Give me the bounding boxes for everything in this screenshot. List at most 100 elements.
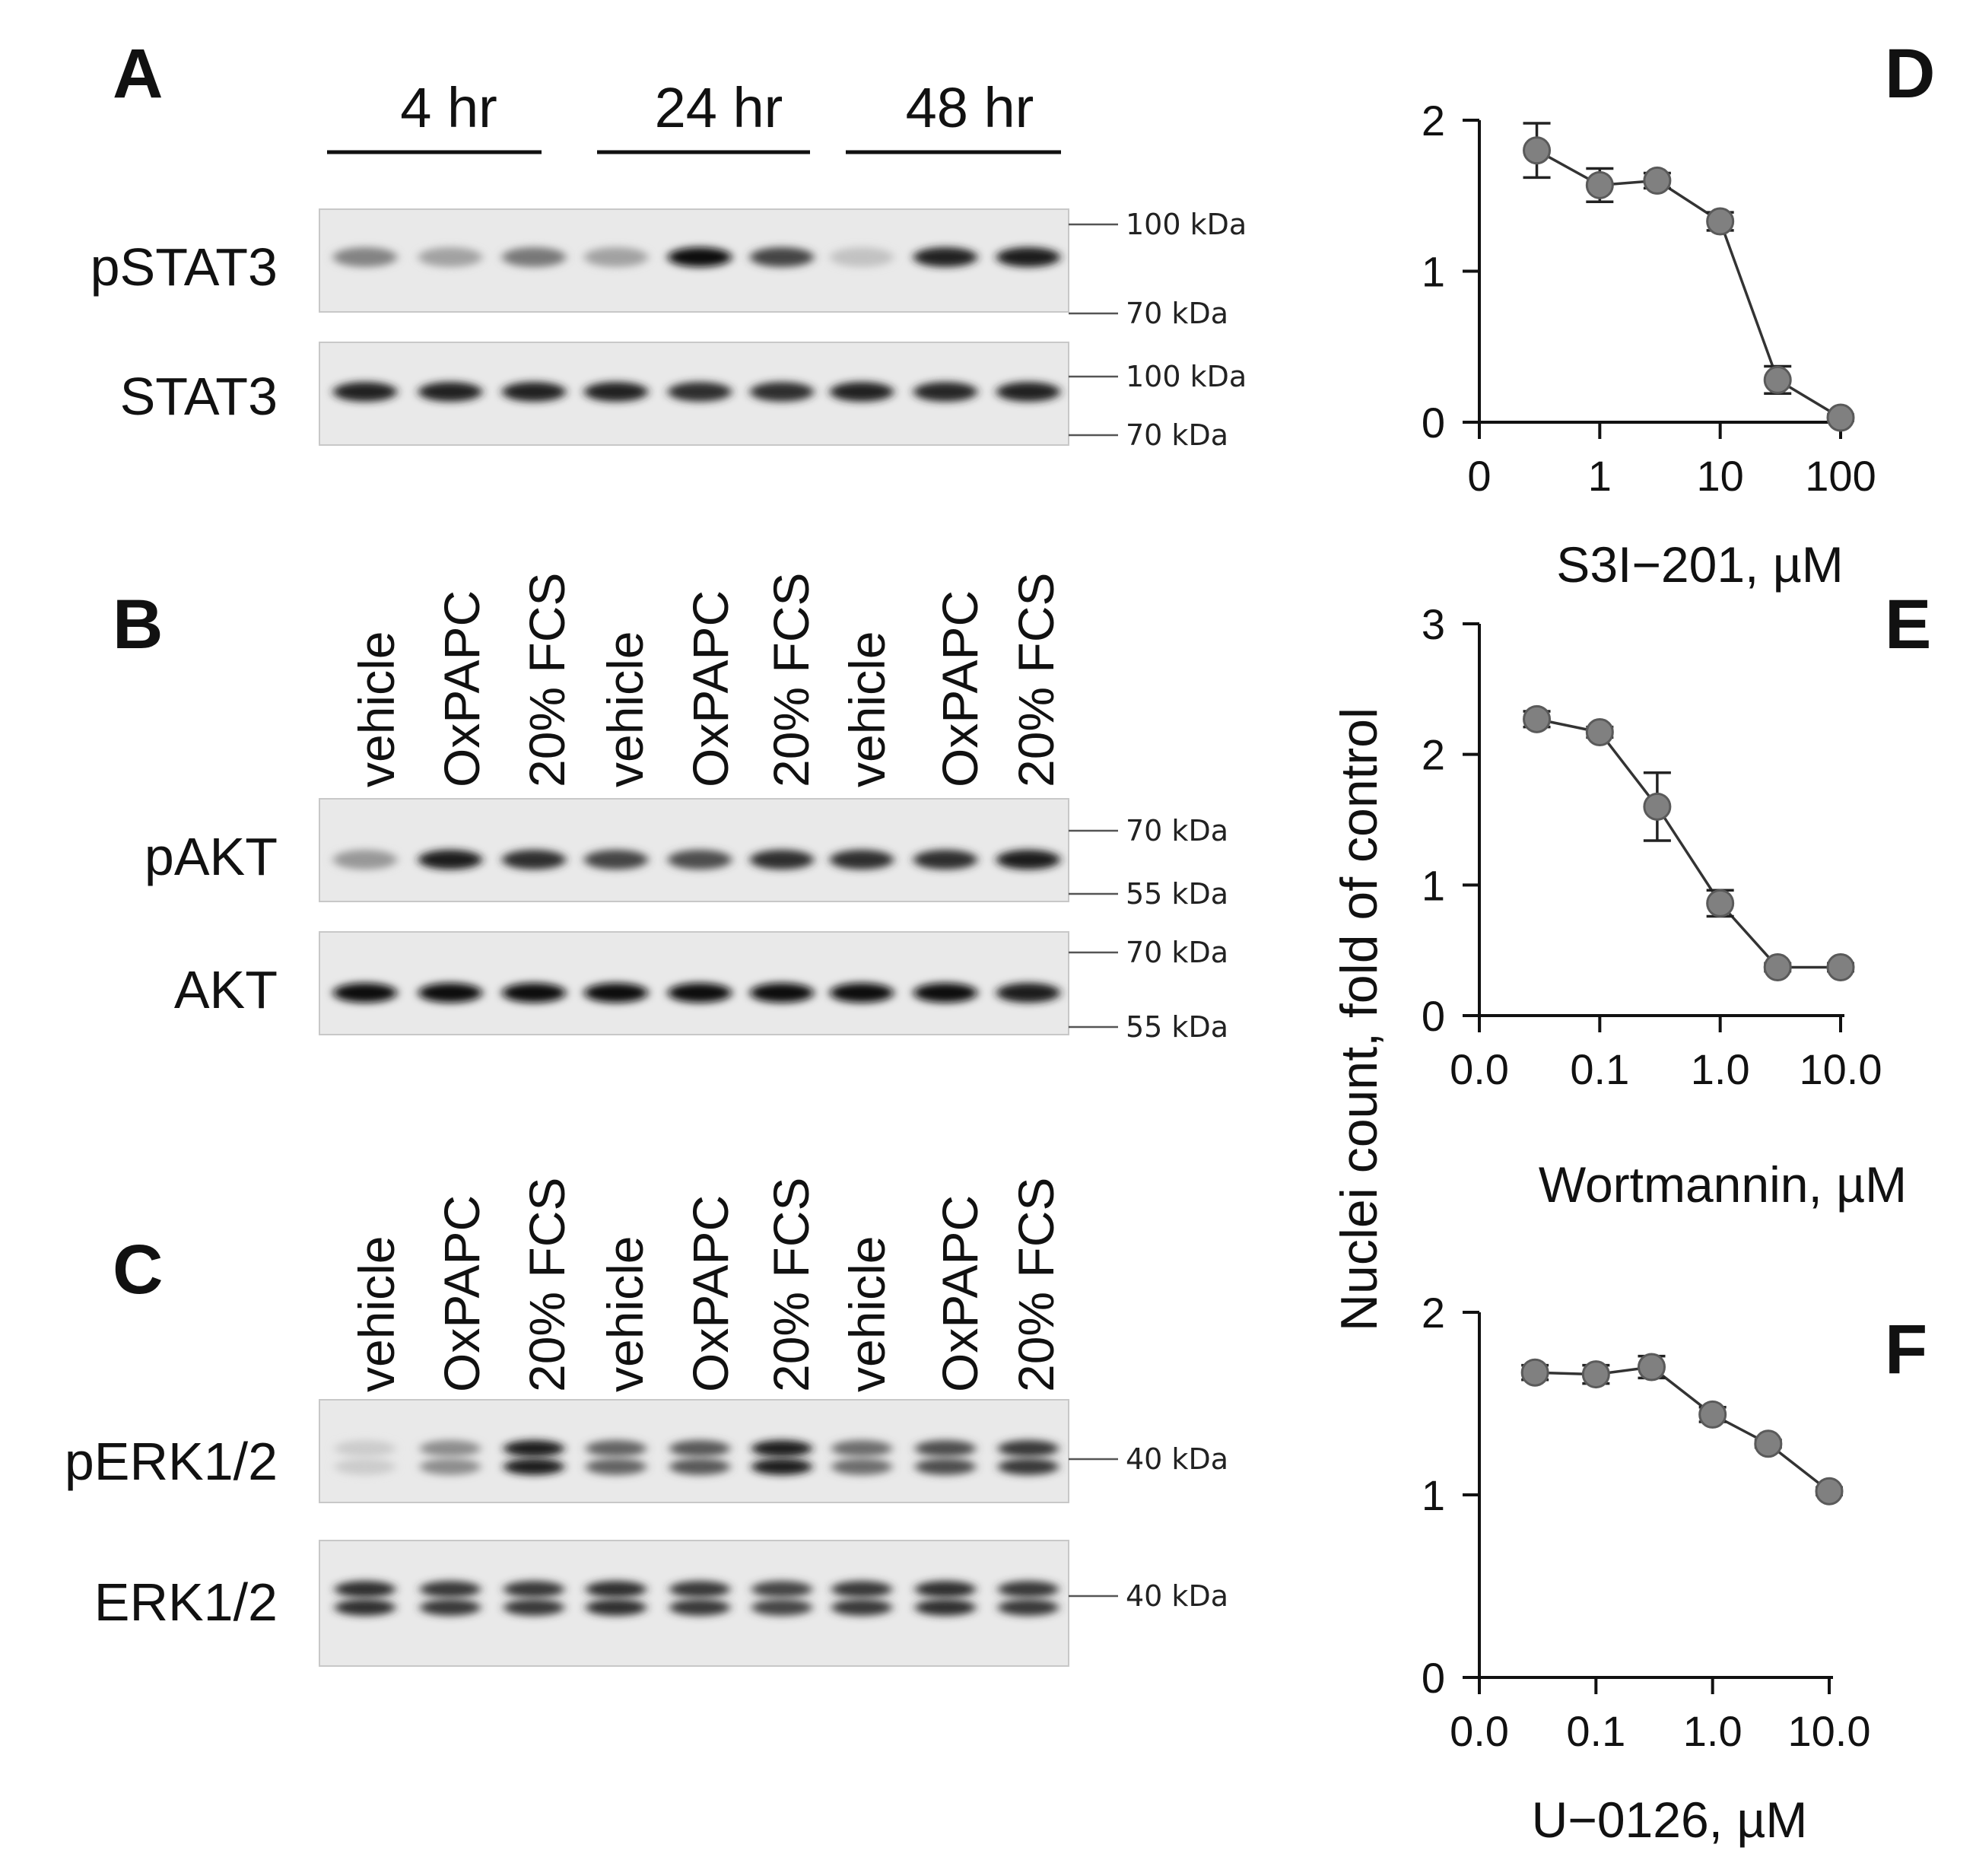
lane-label: vehicle (348, 1236, 405, 1392)
chart-f: 0 1 2 0.0 0.1 1.0 10.0 U−0126, µM (1422, 1289, 1871, 1848)
data-point (1585, 170, 1614, 199)
x-tick-label: 1.0 (1683, 1707, 1743, 1755)
series-line (1535, 1366, 1831, 1493)
blot-pakt: pAKT 70 kDa 55 kDa (145, 798, 1228, 911)
lane-label: 20% FCS (763, 573, 819, 787)
blot-band (502, 382, 566, 402)
x-tick-label: 10 (1697, 452, 1744, 500)
lane-label: vehicle (348, 631, 405, 787)
data-point (1826, 403, 1855, 432)
marker-label: 70 kDa (1126, 418, 1228, 452)
blot-band (420, 1440, 481, 1457)
blot-band (998, 1458, 1059, 1475)
blot-band (584, 850, 648, 870)
blot-label: ERK1/2 (94, 1572, 278, 1632)
x-tick-label: 10.0 (1788, 1707, 1871, 1755)
blot-band (996, 983, 1060, 1003)
blot-band (418, 850, 482, 870)
x-axis-title: U−0126, µM (1532, 1792, 1808, 1848)
blot-band (750, 247, 814, 267)
blot-band (996, 247, 1060, 267)
blot-band (750, 850, 814, 870)
time-label-24hr: 24 hr (655, 76, 783, 139)
lane-label: OxPAPC (932, 1195, 988, 1392)
blot-band (502, 983, 566, 1003)
x-tick-label: 100 (1805, 452, 1876, 500)
data-point (1643, 166, 1672, 195)
blot-band (502, 850, 566, 870)
blot-band (333, 983, 397, 1003)
blot-band (333, 382, 397, 402)
y-tick-label: 0 (1422, 992, 1445, 1040)
blot-band (418, 247, 482, 267)
x-axis-title: Wortmannin, µM (1539, 1156, 1907, 1213)
blot-band (669, 1458, 730, 1475)
blot-band (335, 1581, 396, 1598)
blot-band (668, 850, 732, 870)
lane-label: vehicle (597, 631, 653, 787)
blot-band (996, 850, 1060, 870)
blot-band (913, 850, 977, 870)
y-tick-label: 3 (1422, 600, 1445, 648)
blot-band (830, 983, 894, 1003)
blot-label: pSTAT3 (91, 237, 278, 297)
blot-band (502, 247, 566, 267)
y-tick-label: 0 (1422, 1654, 1445, 1702)
marker-label: 70 kDa (1126, 814, 1228, 847)
marker-label: 100 kDa (1126, 208, 1247, 241)
lane-label: 20% FCS (763, 1178, 819, 1392)
blot-band (831, 1458, 892, 1475)
x-tick-label: 0 (1467, 452, 1491, 500)
chart-d: 0 1 2 0 1 10 100 S3I−201, µM (1422, 97, 1876, 593)
blot-band (584, 247, 648, 267)
blot-akt: AKT 70 kDa 55 kDa (174, 931, 1228, 1044)
blot-band (586, 1440, 646, 1457)
panel-label-a: A (113, 35, 163, 113)
marker-label: 40 kDa (1126, 1579, 1228, 1613)
time-label-48hr: 48 hr (906, 76, 1034, 139)
blot-band (669, 1581, 730, 1598)
data-point (1706, 889, 1735, 917)
blot-band (915, 1599, 976, 1616)
blot-band (831, 1440, 892, 1457)
x-tick-label: 0.0 (1450, 1707, 1509, 1755)
blot-band (586, 1458, 646, 1475)
blot-band (751, 1458, 812, 1475)
blot-band (584, 382, 648, 402)
lane-label: OxPAPC (932, 590, 988, 787)
x-tick-label: 10.0 (1800, 1045, 1882, 1093)
marker-label: 70 kDa (1126, 297, 1228, 330)
blot-band (998, 1599, 1059, 1616)
data-point (1643, 792, 1672, 821)
blot-band (504, 1581, 564, 1598)
y-tick-label: 1 (1422, 861, 1445, 909)
data-point (1523, 136, 1552, 165)
y-tick-label: 2 (1422, 1289, 1445, 1337)
y-tick-label: 2 (1422, 731, 1445, 779)
y-tick-label: 1 (1422, 1471, 1445, 1519)
blot-band (418, 382, 482, 402)
blot-band (751, 1581, 812, 1598)
x-axis-title: S3I−201, µM (1556, 536, 1843, 593)
blot-band (335, 1599, 396, 1616)
chart-e: 0 1 2 3 0.0 0.1 1.0 10.0 Wortmannin, µM (1422, 600, 1907, 1213)
blot-band (913, 247, 977, 267)
x-tick-label: 0.0 (1450, 1045, 1509, 1093)
x-tick-label: 0.1 (1566, 1707, 1625, 1755)
lane-label: 20% FCS (519, 573, 575, 787)
blot-pstat3: pSTAT3 100 kDa 70 kDa (91, 208, 1247, 330)
blot-band (420, 1458, 481, 1475)
blot-band (751, 1440, 812, 1457)
lane-label: OxPAPC (682, 590, 739, 787)
lane-label: vehicle (839, 1236, 895, 1392)
blot-band (830, 382, 894, 402)
x-tick-label: 1 (1588, 452, 1612, 500)
lane-label: OxPAPC (434, 590, 490, 787)
dose-response-charts: 0 1 2 0 1 10 100 S3I−201, µM 0 1 2 3 0.0 0.1 1.0 10.0 Wo… (1422, 97, 1907, 1848)
blot-band (915, 1581, 976, 1598)
blot-band (915, 1440, 976, 1457)
panel-label-c: C (113, 1231, 163, 1308)
marker-label: 55 kDa (1126, 1010, 1228, 1044)
data-point (1754, 1429, 1783, 1458)
